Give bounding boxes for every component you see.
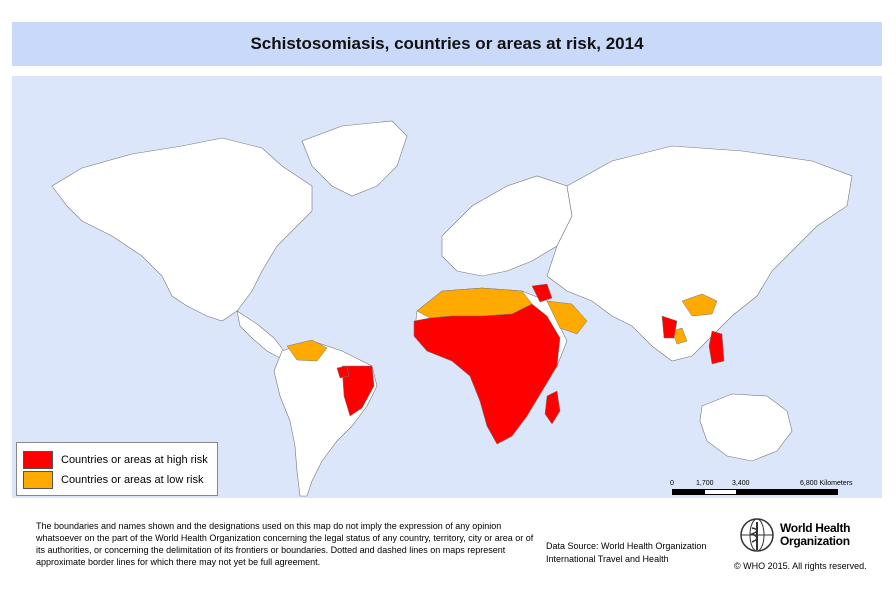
scale-segment-1 xyxy=(672,489,706,495)
land-australia xyxy=(699,393,793,462)
who-name-line-2: Organization xyxy=(780,534,850,548)
legend-label-low: Countries or areas at low risk xyxy=(61,474,204,486)
legend-label-high: Countries or areas at high risk xyxy=(61,454,208,466)
legend-swatch-low xyxy=(23,471,53,489)
legend-swatch-high xyxy=(23,451,53,469)
who-logo: World Health Organization xyxy=(738,516,850,554)
scale-segment-2 xyxy=(704,489,738,495)
risk-high-philippines xyxy=(708,330,725,365)
map-title: Schistosomiasis, countries or areas at r… xyxy=(250,34,644,53)
risk-high-suriname xyxy=(336,365,350,379)
legend-item-low: Countries or areas at low risk xyxy=(23,471,203,489)
risk-high-cambodia xyxy=(661,315,678,339)
scale-tick-1: 1,700 xyxy=(696,480,714,487)
source-line-2: International Travel and Health xyxy=(546,554,669,564)
risk-high-madagascar xyxy=(544,390,561,425)
scale-tick-2: 3,400 xyxy=(732,480,750,487)
risk-low-laos xyxy=(671,327,688,345)
land-north-america xyxy=(51,137,313,322)
source-line-1: Data Source: World Health Organization xyxy=(546,541,707,551)
risk-high-middle-east xyxy=(531,283,553,303)
land-asia xyxy=(546,145,853,362)
risk-high-sub-saharan-africa xyxy=(413,303,561,445)
disclaimer: The boundaries and names shown and the d… xyxy=(36,521,534,567)
land-central-america xyxy=(236,310,285,359)
risk-high-brazil xyxy=(341,365,375,417)
map-title-bar: Schistosomiasis, countries or areas at r… xyxy=(12,22,882,66)
world-map xyxy=(12,76,882,498)
scale-bar: 0 1,700 3,400 6,800 Kilometers xyxy=(660,480,860,498)
scale-tick-3: 6,800 Kilometers xyxy=(800,480,853,487)
who-name-line-1: World Health xyxy=(780,521,851,535)
risk-low-venezuela xyxy=(286,339,328,362)
land-greenland xyxy=(301,120,408,197)
legend-item-high: Countries or areas at high risk xyxy=(23,451,208,469)
world-map-svg xyxy=(51,120,853,497)
map-legend: Countries or areas at high risk Countrie… xyxy=(16,442,218,496)
risk-low-china xyxy=(681,293,718,317)
risk-low-arabia xyxy=(546,300,588,335)
data-source: Data Source: World Health Organization I… xyxy=(546,540,706,566)
who-name: World Health Organization xyxy=(780,522,850,548)
scale-tick-0: 0 xyxy=(670,480,674,487)
scale-segment-3 xyxy=(736,489,838,495)
who-emblem-icon xyxy=(740,518,774,552)
copyright: © WHO 2015. All rights reserved. xyxy=(734,561,867,571)
land-south-america xyxy=(273,340,378,497)
